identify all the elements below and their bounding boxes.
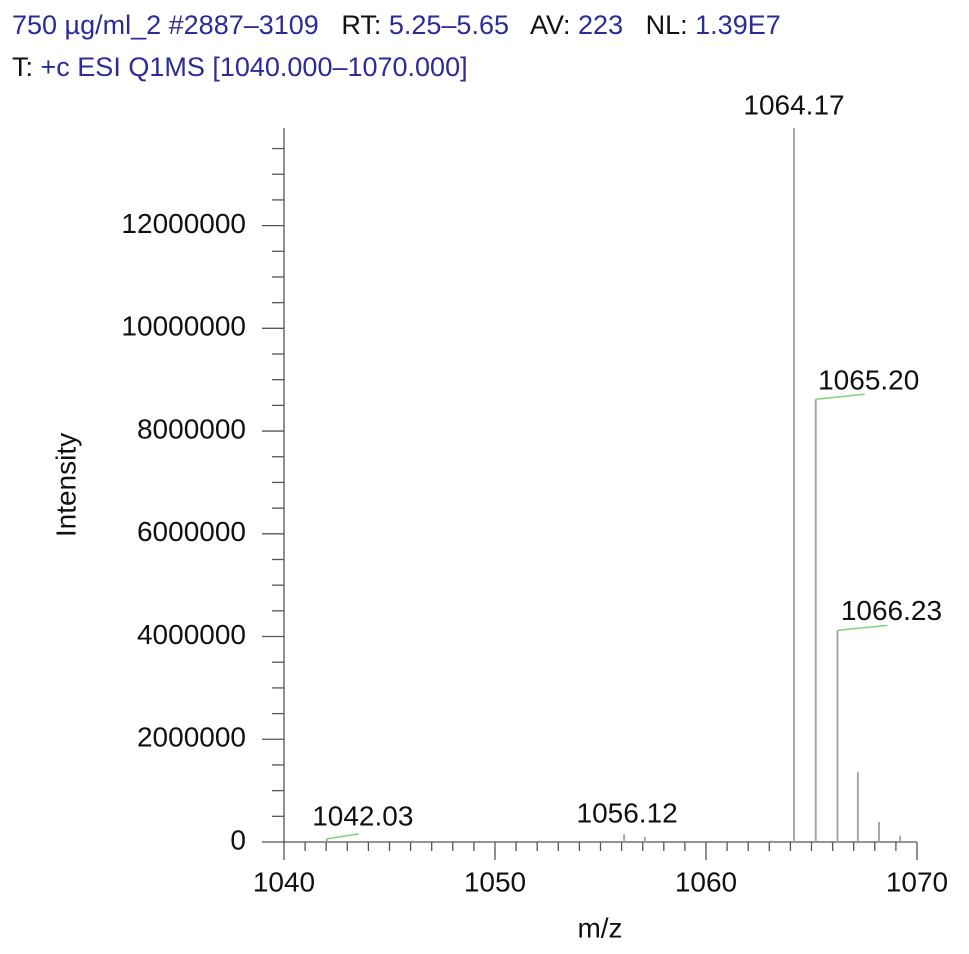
peak-label: 1065.20 bbox=[818, 365, 919, 396]
x-tick-label: 1050 bbox=[464, 866, 526, 897]
leader-line bbox=[326, 833, 359, 840]
peak-label: 1042.03 bbox=[312, 800, 413, 831]
x-tick-label: 1040 bbox=[253, 866, 315, 897]
peak-label: 1064.17 bbox=[743, 89, 844, 120]
sample: 750 µg/ml_2 #2887–3109 bbox=[12, 10, 319, 40]
y-tick-label: 10000000 bbox=[121, 311, 246, 342]
peak-label: 1056.12 bbox=[577, 798, 678, 829]
nl: 1.39E7 bbox=[695, 10, 781, 40]
av: 223 bbox=[578, 10, 624, 40]
leader-line bbox=[815, 393, 865, 400]
y-tick-label: 6000000 bbox=[137, 516, 246, 547]
y-tick-label: 8000000 bbox=[137, 413, 246, 444]
x-tick-label: 1060 bbox=[675, 866, 737, 897]
header: 750 µg/ml_2 #2887–3109 RT: 5.25–5.65 AV:… bbox=[12, 4, 781, 88]
header-line: 750 µg/ml_2 #2887–3109 RT: 5.25–5.65 AV:… bbox=[12, 4, 781, 46]
rt-label: RT: bbox=[341, 10, 382, 40]
header-line: T: +c ESI Q1MS [1040.000–1070.000] bbox=[12, 46, 781, 88]
scan: +c ESI Q1MS [1040.000–1070.000] bbox=[40, 52, 468, 82]
x-axis-title: m/z bbox=[577, 912, 622, 943]
av-label: AV: bbox=[530, 10, 571, 40]
y-tick-label: 4000000 bbox=[137, 619, 246, 650]
y-tick-label: 12000000 bbox=[121, 208, 246, 239]
y-axis-title: Intensity bbox=[50, 433, 81, 537]
y-tick-label: 0 bbox=[230, 824, 246, 855]
leader-line bbox=[837, 624, 888, 632]
x-tick-label: 1070 bbox=[886, 866, 948, 897]
nl-label: NL: bbox=[645, 10, 688, 40]
scan-label: T: bbox=[12, 52, 34, 82]
rt: 5.25–5.65 bbox=[388, 10, 509, 40]
peak-label: 1066.23 bbox=[841, 595, 942, 626]
y-tick-label: 2000000 bbox=[137, 722, 246, 753]
